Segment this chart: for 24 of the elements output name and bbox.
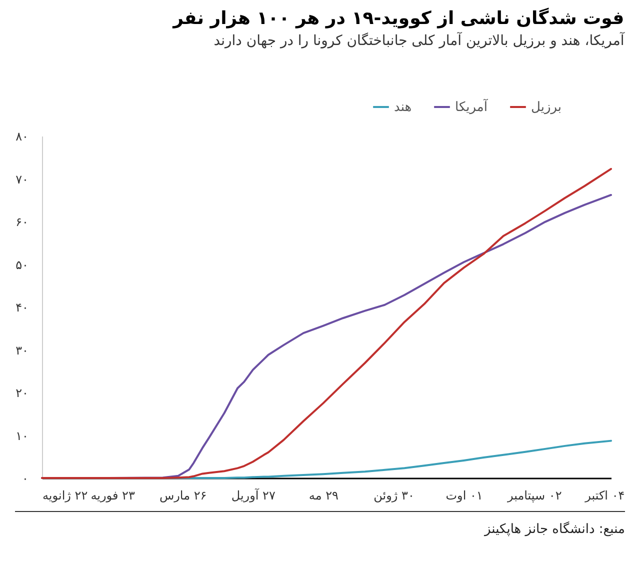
x-tick-label: ۰۲ سپتامبر bbox=[506, 488, 562, 502]
legend-label: آمریکا bbox=[455, 98, 489, 115]
y-tick-label: ۸۰ bbox=[16, 130, 28, 144]
y-tick-label: ۰ bbox=[22, 472, 28, 486]
x-tick-label: ۲۶ مارس bbox=[159, 488, 207, 502]
legend-label: هند bbox=[394, 100, 412, 115]
y-tick-label: ۲۰ bbox=[16, 386, 28, 400]
y-tick-label: ۵۰ bbox=[16, 258, 28, 272]
chart-subtitle: آمریکا، هند و برزیل بالاترین آمار کلی جانباختگان کرونا را در جهان دارند bbox=[214, 31, 626, 49]
x-tick-label: ۲۳ فوریه bbox=[90, 488, 136, 502]
y-tick-label: ۷۰ bbox=[16, 172, 28, 186]
y-tick-label: ۶۰ bbox=[16, 215, 28, 229]
y-tick-label: ۳۰ bbox=[16, 343, 28, 358]
x-tick-label: ۲۹ مه bbox=[308, 488, 338, 502]
x-tick-label: ۰۱ اوت bbox=[446, 488, 483, 502]
x-tick-label: ۲۷ آوریل bbox=[231, 488, 276, 502]
chart-title: فوت شدگان ناشی از کووید-۱۹ در هر ۱۰۰ هزار نفر bbox=[172, 7, 624, 29]
y-tick-label: ۴۰ bbox=[16, 300, 28, 314]
text: منبع: دانشگاه جانز هاپکینز bbox=[15, 511, 625, 537]
x-tick-label: ۰۴ اکتبر bbox=[584, 488, 625, 502]
x-tick-label: ۲۲ ژانویه bbox=[42, 488, 88, 502]
x-tick-label: ۳۰ ژوئن bbox=[374, 488, 414, 502]
legend-label: برزیل bbox=[531, 100, 562, 115]
y-tick-label: ۱۰ bbox=[16, 428, 28, 443]
